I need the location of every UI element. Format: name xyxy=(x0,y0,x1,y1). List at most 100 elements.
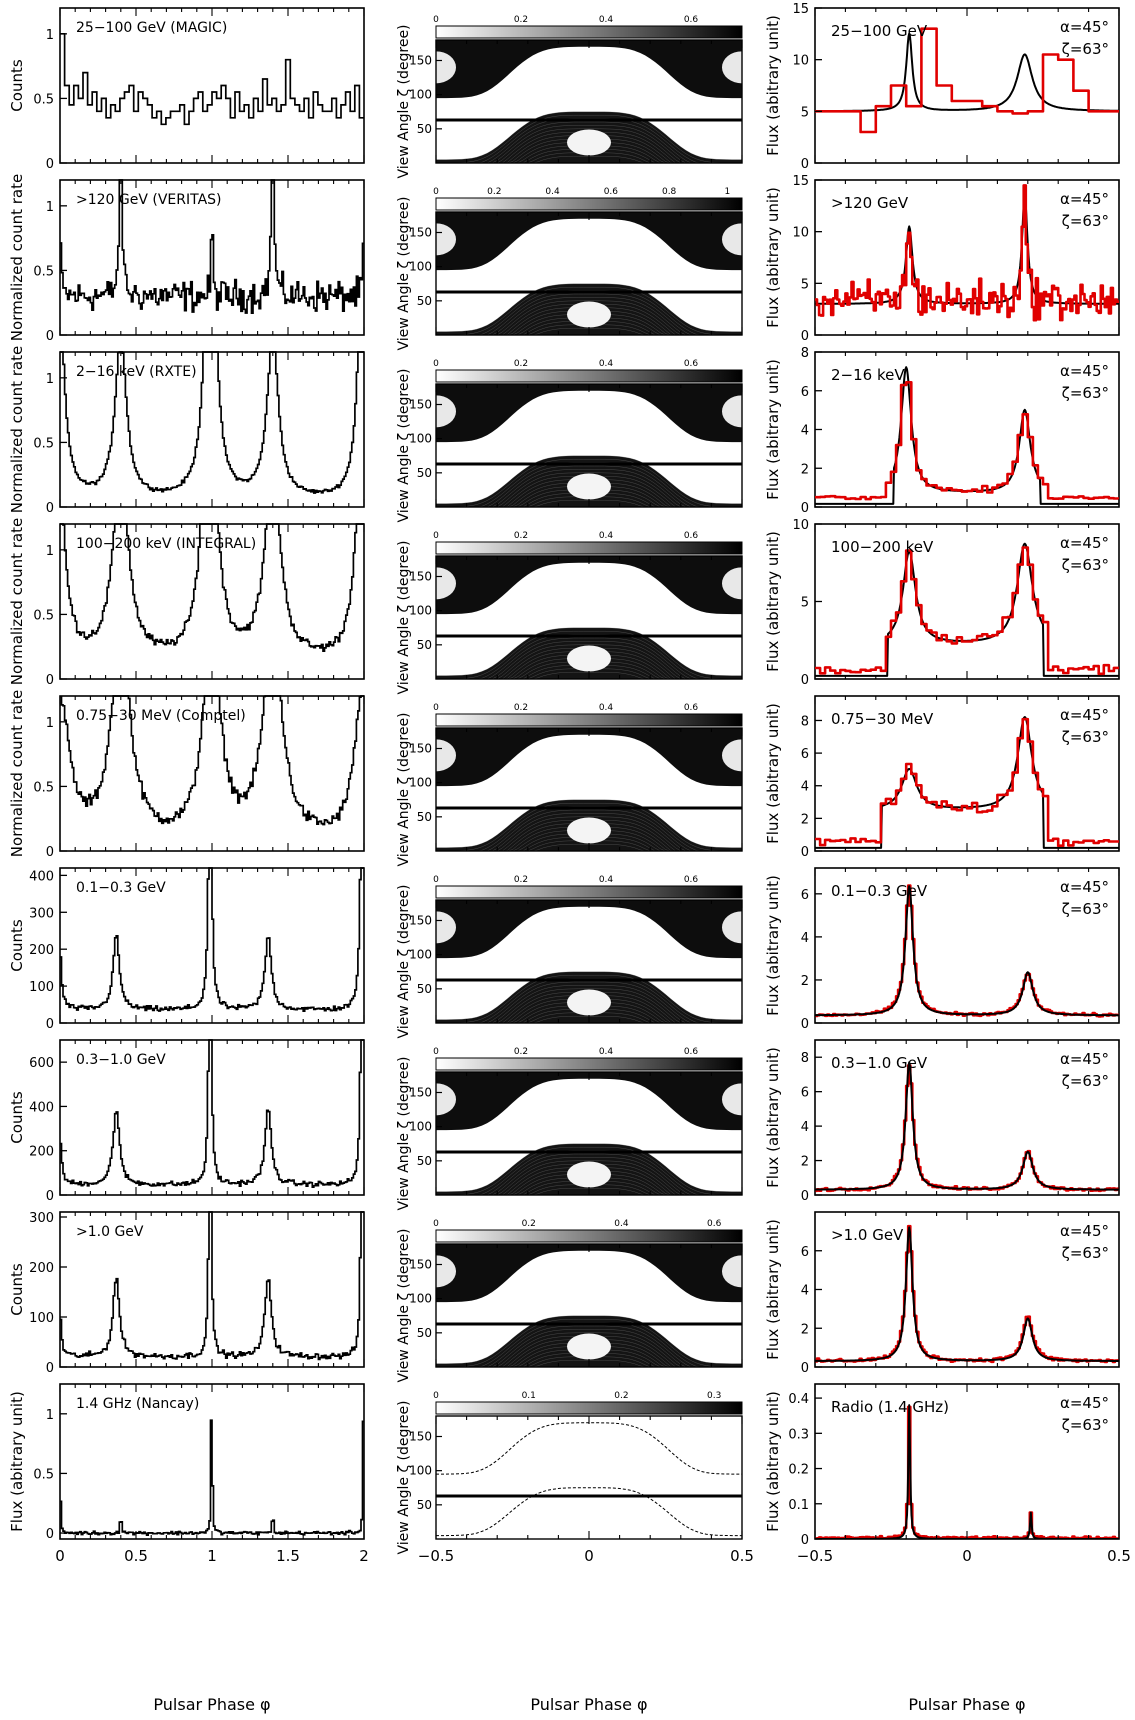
skymap-caustic-lower xyxy=(436,1487,742,1537)
model-ytick-label: 0 xyxy=(801,1361,809,1376)
skymap-contour xyxy=(436,971,742,1020)
model-panel-8: 0 2 4 6 >1.0 GeV α=45° ζ=63° Flux (abitrary uni… xyxy=(764,1211,1120,1376)
skymap-bright-spot xyxy=(567,129,611,156)
skymap-contour xyxy=(436,297,742,335)
model-ytick-label: 0 xyxy=(801,157,809,172)
zeta-label: ζ=63° xyxy=(1062,556,1109,574)
model-ytick-label: 10 xyxy=(792,226,809,241)
observed-x-tick-label: 2 xyxy=(359,1547,369,1565)
model-ytick-label: 6 xyxy=(801,747,809,762)
skymap-bright-spot xyxy=(436,1255,456,1288)
model-ytick-label: 0.3 xyxy=(788,1427,809,1442)
skymap-ytick-label: 50 xyxy=(417,638,432,652)
colorbar-tick-label: 0.6 xyxy=(684,703,699,713)
observed-panel-7: 0 200 400 600 0.3−1.0 GeV Counts xyxy=(8,1039,365,1204)
model-panel-2: 0 5 10 15 >120 GeV α=45° ζ=63° Flux (abitrary u… xyxy=(764,174,1120,344)
skymap-image xyxy=(436,900,742,1023)
model-ytick-label: 0 xyxy=(801,1189,809,1204)
colorbar-tick-label: 0 xyxy=(433,1047,439,1057)
skymap-contour xyxy=(436,637,742,679)
observed-ytick-label: 0 xyxy=(46,1527,54,1542)
skymap-contour xyxy=(436,1146,742,1195)
skymap-ytick-label: 150 xyxy=(409,54,432,68)
skymap-contour xyxy=(436,111,742,160)
skymap-emission-upper xyxy=(436,1244,742,1303)
skymap-contour xyxy=(436,630,742,679)
model-ytick-label: 6 xyxy=(801,385,809,400)
observed-y-axis-label: Flux (abitrary unit) xyxy=(8,1391,26,1532)
skymap-ytick-label: 100 xyxy=(409,260,432,274)
skymap-bright-spot xyxy=(567,473,611,500)
skymap-bright-spot xyxy=(567,301,611,328)
model-panel-9: 0 0.1 0.2 0.3 0.4 Radio (1.4 GHz) α=45° ζ=63° Fl… xyxy=(764,1383,1131,1565)
skymap-ytick-label: 100 xyxy=(409,88,432,102)
model-plot-area xyxy=(815,27,1119,134)
observed-ytick-label: 0 xyxy=(46,845,54,860)
observed-energy-label: 25−100 GeV (MAGIC) xyxy=(76,20,227,36)
model-ytick-label: 2 xyxy=(801,812,809,827)
observed-ytick-label: 1 xyxy=(46,716,54,731)
model-energy-label: >120 GeV xyxy=(831,194,909,212)
model-ytick-label: 0.2 xyxy=(788,1463,809,1478)
observed-y-axis-label: Normalized count rate xyxy=(8,174,26,341)
skymap-caustic-upper xyxy=(436,1422,742,1475)
model-plot-area xyxy=(815,884,1119,1018)
skymap-ytick-label: 50 xyxy=(417,122,432,136)
model-ytick-label: 2 xyxy=(801,1322,809,1337)
colorbar-tick-label: 0 xyxy=(433,1219,439,1229)
skymap-bright-spot xyxy=(436,911,456,944)
observed-ytick-label: 0 xyxy=(46,501,54,516)
skymap-y-axis-label: View Angle ζ (degree) xyxy=(396,712,412,866)
skymap-contour xyxy=(436,1325,742,1367)
colorbar-tick-label: 0.6 xyxy=(684,1047,699,1057)
colorbar-tick-label: 0 xyxy=(433,531,439,541)
observed-ytick-label: 0.5 xyxy=(33,264,54,279)
skymap-bright-spot xyxy=(567,1161,611,1188)
skymap-contour xyxy=(436,1143,742,1192)
colorbar-tick-label: 1 xyxy=(725,187,731,197)
observed-light-curve xyxy=(60,1039,364,1189)
observed-y-axis-label: Normalized count rate xyxy=(8,690,26,857)
skymap-contour xyxy=(436,128,742,163)
skymap-emission-upper xyxy=(436,212,742,271)
skymap-ytick-label: 50 xyxy=(417,1498,432,1512)
skymap-contour xyxy=(436,293,742,335)
skymap-y-axis-label: View Angle ζ (degree) xyxy=(396,1056,412,1210)
colorbar xyxy=(435,1229,743,1243)
model-panel-3: 0 2 4 6 8 2−16 keV α=45° ζ=63° Flux (abitrary un… xyxy=(764,346,1120,516)
skymap-contour xyxy=(436,286,742,335)
model-ytick-label: 2 xyxy=(801,1155,809,1170)
model-ytick-label: 10 xyxy=(792,54,809,69)
zeta-label: ζ=63° xyxy=(1062,1072,1109,1090)
observed-energy-label: 2−16 keV (RXTE) xyxy=(76,364,197,380)
skymap-emission-upper xyxy=(436,728,742,787)
skymap-ytick-label: 100 xyxy=(409,604,432,618)
observed-x-tick-label: 0.5 xyxy=(124,1547,148,1565)
skymap-emission-upper xyxy=(436,384,742,443)
model-ytick-label: 0 xyxy=(801,1533,809,1548)
model-ytick-label: 0 xyxy=(801,1017,809,1032)
skymap-contour xyxy=(436,802,742,851)
model-y-axis-label: Flux (abitrary unit) xyxy=(764,1391,782,1532)
model-ytick-label: 0 xyxy=(801,329,809,344)
colorbar-tick-label: 0 xyxy=(433,1391,439,1401)
model-ytick-label: 15 xyxy=(792,2,809,17)
alpha-label: α=45° xyxy=(1060,362,1109,380)
zeta-label: ζ=63° xyxy=(1062,40,1109,58)
skymap-frame xyxy=(435,1415,743,1540)
model-ytick-label: 0 xyxy=(801,845,809,860)
model-energy-label: 0.3−1.0 GeV xyxy=(831,1054,928,1072)
observed-energy-label: 0.75−30 MeV (Comptel) xyxy=(76,708,246,724)
model-energy-label: 25−100 GeV xyxy=(831,22,928,40)
skymap-contour xyxy=(436,813,742,851)
model-ytick-label: 4 xyxy=(801,424,809,439)
skymap-image xyxy=(436,384,742,507)
colorbar-tick-label: 0.4 xyxy=(599,703,614,713)
skymap-contour xyxy=(436,627,742,676)
model-y-axis-label: Flux (abitrary unit) xyxy=(764,703,782,844)
colorbar-tick-label: 0.2 xyxy=(522,1219,536,1229)
skymap-bright-spot xyxy=(436,223,456,256)
model-y-axis-label: Flux (abitrary unit) xyxy=(764,875,782,1016)
